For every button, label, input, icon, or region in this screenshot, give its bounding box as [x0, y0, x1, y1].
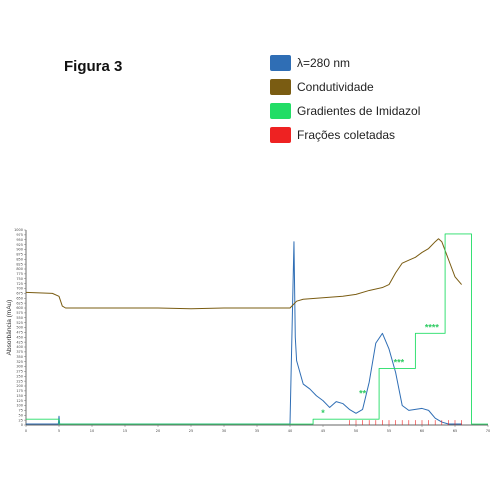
y-tick-label: 175	[16, 389, 23, 393]
y-tick-label: 625	[16, 301, 23, 305]
y-tick-label: 150	[16, 394, 23, 398]
x-tick-label: 45	[321, 429, 325, 433]
y-tick-label: 450	[16, 335, 23, 339]
x-tick-label: 25	[189, 429, 193, 433]
legend-label-conductivity: Condutividade	[297, 80, 374, 94]
x-tick-label: 5	[58, 429, 60, 433]
y-tick-label: 600	[16, 306, 23, 310]
y-tick-label: 300	[16, 365, 23, 369]
x-tick-label: 50	[354, 429, 358, 433]
y-tick-label: 875	[16, 253, 23, 257]
legend-swatch-fractions	[270, 127, 291, 143]
y-tick-label: 25	[19, 418, 23, 422]
legend-swatch-conductivity	[270, 79, 291, 95]
y-tick-label: 925	[16, 243, 23, 247]
legend-label-absorbance: λ=280 nm	[297, 56, 351, 70]
y-tick-label: 75	[19, 409, 23, 413]
y-tick-label: 975	[16, 233, 23, 237]
y-tick-label: 275	[16, 370, 23, 374]
x-tick-label: 35	[255, 429, 259, 433]
x-tick-label: 55	[387, 429, 391, 433]
legend-swatch-imidazole	[270, 103, 291, 119]
absorbance-line	[26, 241, 462, 425]
y-tick-label: 750	[16, 277, 23, 281]
y-tick-label: 675	[16, 292, 23, 296]
y-tick-label: 500	[16, 326, 23, 330]
chromatogram-chart: 0255075100125150175200225250275300325350…	[6, 228, 490, 433]
significance-stars: **	[359, 389, 367, 399]
y-tick-label: 775	[16, 272, 23, 276]
y-tick-label: 50	[19, 413, 23, 417]
y-axis-label: Absorbância (mAu)	[6, 300, 13, 356]
y-tick-label: 325	[16, 360, 23, 364]
y-tick-label: 950	[16, 238, 23, 242]
y-tick-label: 0	[21, 423, 23, 427]
x-tick-label: 70	[486, 429, 490, 433]
y-tick-label: 700	[16, 287, 23, 291]
significance-stars: ****	[425, 322, 440, 332]
y-tick-label: 475	[16, 331, 23, 335]
y-tick-label: 825	[16, 262, 23, 266]
y-tick-label: 200	[16, 384, 23, 388]
legend-label-imidazole: Gradientes de Imidazol	[297, 104, 421, 118]
y-tick-label: 375	[16, 350, 23, 354]
x-tick-label: 65	[453, 429, 457, 433]
significance-stars: *	[321, 408, 325, 418]
x-tick-label: 0	[25, 429, 27, 433]
x-tick-label: 15	[123, 429, 127, 433]
y-tick-label: 125	[16, 399, 23, 403]
y-tick-label: 850	[16, 257, 23, 261]
conductivity-line	[25, 238, 462, 310]
y-tick-label: 425	[16, 340, 23, 344]
x-tick-label: 40	[288, 429, 292, 433]
y-tick-label: 225	[16, 379, 23, 383]
figure-title: Figura 3	[64, 58, 123, 75]
y-tick-label: 400	[16, 345, 23, 349]
y-tick-label: 525	[16, 321, 23, 325]
x-tick-label: 10	[90, 429, 94, 433]
legend-label-fractions: Frações coletadas	[297, 128, 396, 142]
y-tick-label: 250	[16, 374, 23, 378]
y-tick-label: 100	[16, 404, 23, 408]
x-tick-label: 20	[156, 429, 160, 433]
y-tick-label: 800	[16, 267, 23, 271]
y-tick-label: 350	[16, 355, 23, 359]
y-tick-label: 900	[16, 248, 23, 252]
y-tick-label: 1000	[14, 228, 23, 232]
y-tick-label: 550	[16, 316, 23, 320]
y-tick-label: 575	[16, 311, 23, 315]
x-tick-label: 60	[420, 429, 424, 433]
significance-stars: ***	[394, 358, 405, 368]
imidazole-gradient-line	[26, 233, 488, 425]
y-tick-label: 650	[16, 296, 23, 300]
y-tick-label: 725	[16, 282, 23, 286]
legend-swatch-absorbance	[270, 55, 291, 71]
x-tick-label: 30	[222, 429, 226, 433]
